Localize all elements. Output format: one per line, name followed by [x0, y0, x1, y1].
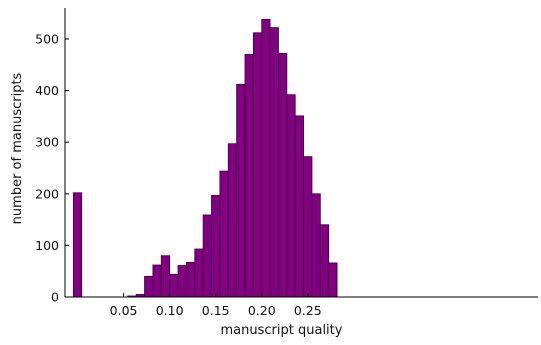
histogram-bar-0: [72, 192, 83, 298]
x-axis-title: manuscript quality: [221, 323, 343, 338]
y-tick-label-5: 500: [35, 31, 59, 46]
histogram-bar-7: [177, 265, 187, 298]
x-tick-label-2: 0.15: [202, 303, 230, 318]
histogram-bar-5: [160, 255, 171, 298]
y-tick-label-1: 100: [35, 238, 59, 253]
bars-layer: [72, 18, 338, 298]
histogram-bar-11: [211, 194, 221, 298]
histogram-bar-16: [252, 32, 263, 298]
histogram-bar-25: [328, 262, 338, 298]
histogram-bar-4: [152, 264, 162, 298]
x-tick-label-0: 0.05: [110, 303, 138, 318]
histogram-bar-14: [236, 83, 246, 298]
histogram-bar-20: [286, 94, 296, 298]
histogram-bar-22: [303, 156, 313, 298]
x-tick-label-3: 0.20: [248, 303, 276, 318]
histogram-bar-15: [244, 54, 254, 298]
y-tick-label-0: 0: [51, 290, 59, 305]
x-ticks: 0.05 0.10 0.15 0.20 0.25: [110, 293, 322, 318]
histogram-bar-18: [269, 27, 279, 298]
histogram-bar-19: [278, 53, 288, 298]
histogram-bar-8: [185, 262, 196, 298]
y-axis-title: number of manuscripts: [10, 72, 25, 224]
histogram-bar-6: [169, 273, 179, 298]
histogram-bar-10: [202, 214, 212, 298]
histogram-bar-21: [294, 115, 304, 298]
y-tick-label-2: 200: [35, 186, 59, 201]
y-tick-label-3: 300: [35, 135, 59, 150]
histogram-bar-17: [261, 18, 271, 298]
histogram-bar-12: [219, 170, 229, 298]
histogram-bar-23: [311, 193, 321, 298]
y-tick-label-4: 400: [35, 83, 59, 98]
y-ticks: 0 100 200 300 400 500: [35, 31, 69, 305]
histogram-bar-3: [144, 275, 154, 298]
x-tick-label-1: 0.10: [156, 303, 184, 318]
histogram-bar-13: [227, 143, 238, 298]
x-tick-label-4: 0.25: [294, 303, 322, 318]
histogram-bar-9: [194, 248, 204, 298]
histogram-bar-24: [319, 224, 330, 298]
